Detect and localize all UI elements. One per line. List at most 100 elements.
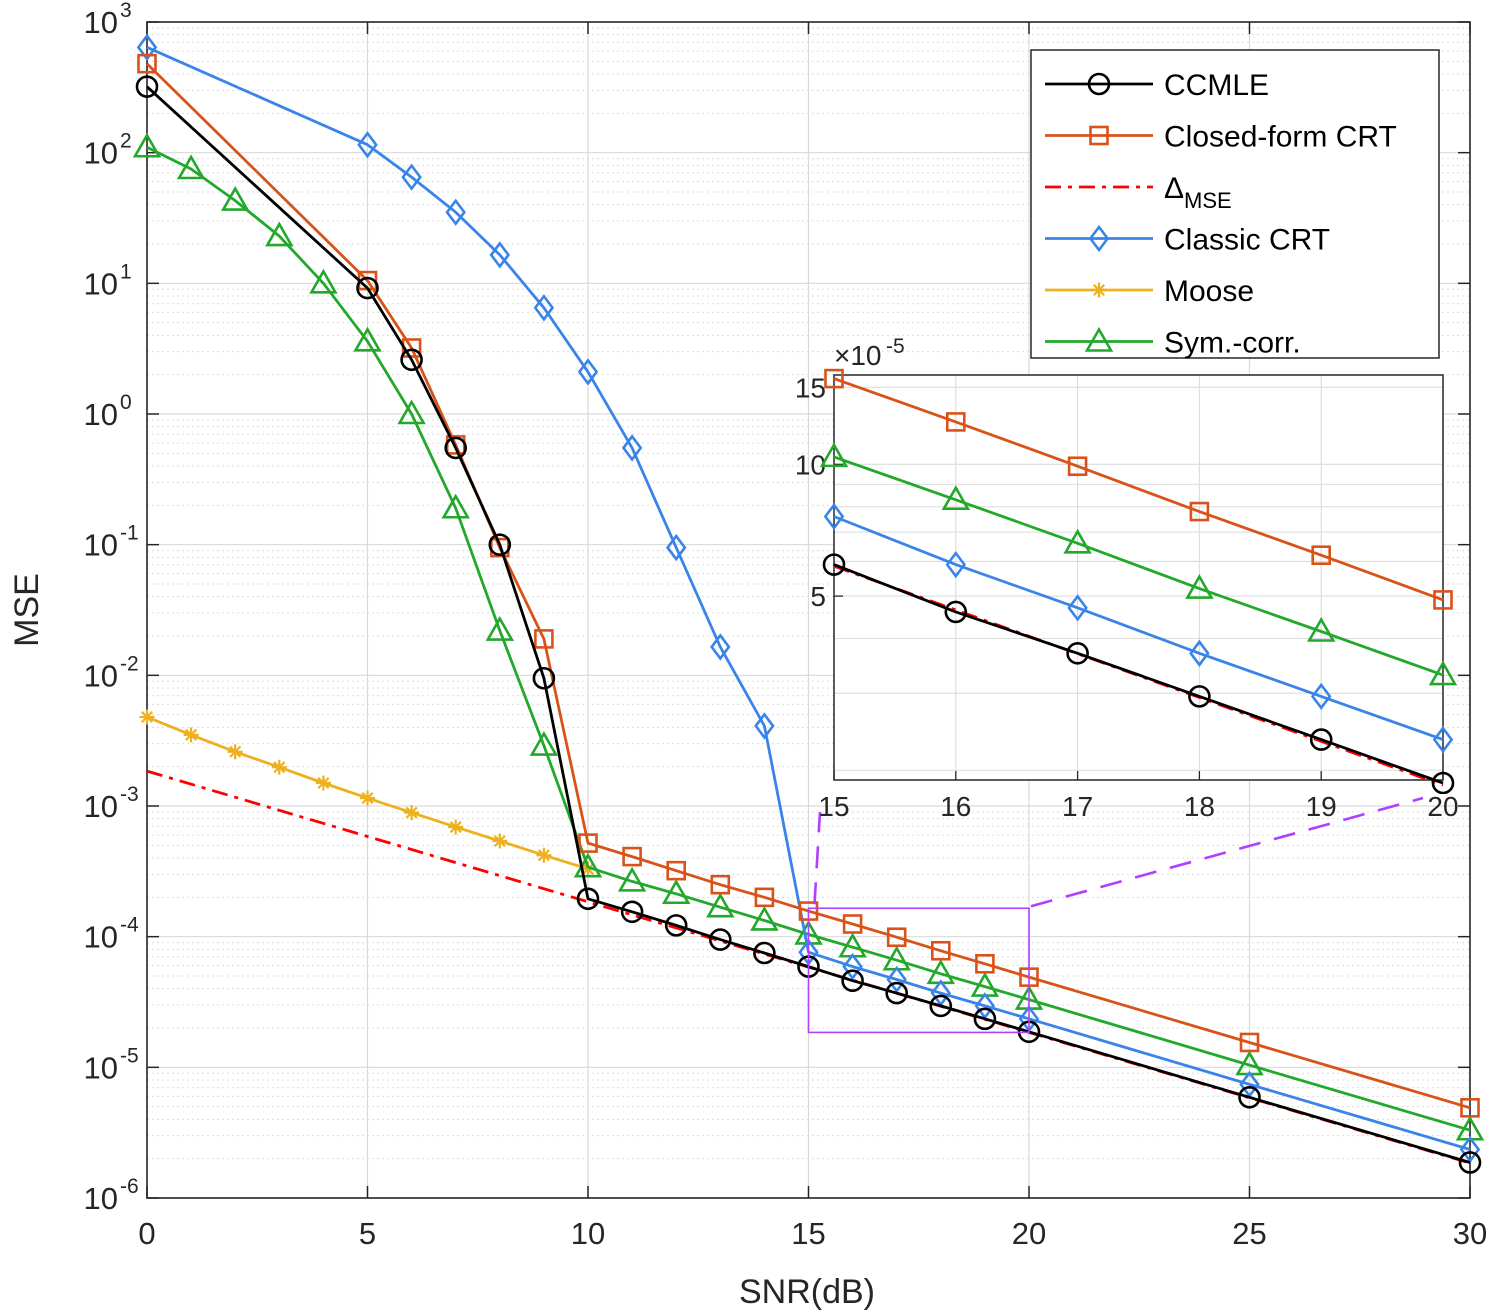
triangle-marker bbox=[706, 892, 735, 918]
square-marker bbox=[754, 887, 775, 908]
inset-series-layer bbox=[820, 368, 1457, 794]
inset-x-tick-label: 17 bbox=[1062, 791, 1093, 822]
series-line bbox=[146, 46, 1471, 1151]
triangle-marker bbox=[941, 485, 971, 511]
asterisk-stroke bbox=[449, 821, 462, 834]
diamond-marker bbox=[842, 952, 863, 981]
diamond-marker bbox=[754, 712, 775, 740]
square-marker bbox=[622, 846, 642, 867]
zoom-connector-left bbox=[813, 811, 822, 905]
triangle-marker bbox=[485, 615, 515, 641]
circle-marker bbox=[620, 900, 644, 924]
inset-zoom-plot: 15 16 17 18 19 20 15 10 5 ×10 -5 bbox=[795, 335, 1459, 822]
square-marker bbox=[1460, 1098, 1480, 1118]
asterisk-stroke bbox=[229, 745, 242, 758]
inset-background bbox=[834, 375, 1443, 780]
square-marker bbox=[1089, 125, 1109, 146]
y-tick-label: 10 bbox=[84, 136, 118, 171]
inset-x-tick-label: 20 bbox=[1427, 791, 1458, 822]
legend-label: CCMLE bbox=[1164, 69, 1269, 102]
inset-y-multiplier: ×10 bbox=[834, 340, 882, 371]
asterisk-stroke bbox=[140, 710, 154, 724]
x-tick-label: 0 bbox=[138, 1216, 155, 1251]
legend-entry: Moose bbox=[1045, 275, 1254, 308]
triangle-marker bbox=[397, 399, 426, 425]
square-marker bbox=[1311, 545, 1331, 565]
circle-marker bbox=[1066, 642, 1089, 665]
diamond-marker bbox=[1067, 594, 1088, 622]
legend-entry: Closed-form CRT bbox=[1045, 121, 1397, 154]
square-marker bbox=[578, 833, 598, 853]
x-tick-label: 20 bbox=[1012, 1216, 1046, 1251]
inset-y-tick-label: 10 bbox=[795, 449, 826, 480]
zoom-connector-right bbox=[1030, 796, 1424, 908]
circle-marker bbox=[1431, 771, 1455, 794]
asterisk-stroke bbox=[273, 761, 286, 774]
inset-x-tick-label: 18 bbox=[1184, 791, 1215, 822]
square-marker bbox=[1239, 1032, 1260, 1053]
circle-marker bbox=[135, 75, 159, 98]
circle-marker bbox=[664, 914, 688, 937]
asterisk-stroke bbox=[405, 806, 418, 819]
circle-marker bbox=[488, 533, 512, 556]
legend-box bbox=[1030, 49, 1440, 359]
y-axis-label: MSE bbox=[8, 573, 46, 647]
y-tick-exponent: 1 bbox=[120, 260, 132, 283]
diamond-marker bbox=[136, 33, 158, 61]
legend-entry: Sym.-corr. bbox=[1045, 327, 1301, 360]
inset-x-tick-label: 15 bbox=[818, 791, 849, 822]
square-marker bbox=[824, 368, 844, 389]
diamond-marker bbox=[823, 502, 845, 531]
triangle-marker bbox=[1428, 660, 1457, 686]
diamond-marker bbox=[1088, 224, 1110, 253]
y-tick-exponent: 2 bbox=[120, 130, 132, 153]
inset-series-line bbox=[833, 515, 1444, 741]
diamond-marker bbox=[401, 163, 422, 191]
series-line bbox=[146, 769, 1471, 1165]
circle-marker bbox=[885, 981, 909, 1005]
main-series-layer bbox=[132, 33, 1485, 1174]
legend-label-subscript: MSE bbox=[1184, 188, 1232, 213]
circle-marker bbox=[973, 1007, 997, 1031]
y-tick-label: 10 bbox=[84, 920, 118, 955]
inset-series-ccmle bbox=[822, 553, 1455, 794]
triangle-marker bbox=[617, 866, 647, 892]
diamond-marker bbox=[665, 533, 687, 562]
square-marker bbox=[1189, 501, 1210, 522]
y-tick-label: 10 bbox=[84, 528, 118, 563]
triangle-marker bbox=[1063, 528, 1092, 554]
diamond-marker bbox=[357, 131, 378, 159]
y-tick-exponent: 0 bbox=[120, 391, 132, 414]
series-sym-corr bbox=[132, 132, 1485, 1141]
asterisk-stroke bbox=[185, 728, 198, 741]
inset-x-tick-label: 19 bbox=[1306, 791, 1337, 822]
square-marker bbox=[1433, 590, 1453, 610]
triangle-marker bbox=[265, 221, 294, 247]
diamond-marker bbox=[1310, 682, 1332, 711]
diamond-marker bbox=[489, 241, 511, 269]
circle-marker bbox=[944, 600, 968, 624]
circle-marker bbox=[822, 553, 846, 576]
circle-marker bbox=[576, 887, 600, 911]
y-tick-exponent: -2 bbox=[120, 652, 139, 675]
legend-label: Moose bbox=[1164, 275, 1254, 308]
inset-series-line bbox=[833, 563, 1444, 785]
diamond-marker bbox=[577, 358, 599, 386]
triangle-marker bbox=[441, 493, 470, 519]
triangle-marker bbox=[529, 730, 559, 756]
zoom-indicator bbox=[807, 796, 1424, 1034]
y-tick-label: 10 bbox=[84, 1050, 118, 1085]
triangle-marker bbox=[132, 132, 162, 158]
square-marker bbox=[666, 860, 687, 881]
x-tick-label: 10 bbox=[571, 1216, 605, 1251]
x-tick-label: 30 bbox=[1453, 1216, 1487, 1251]
y-tick-exponent: -1 bbox=[120, 522, 139, 545]
legend-label: Sym.-corr. bbox=[1164, 327, 1301, 360]
triangle-marker bbox=[1185, 574, 1214, 599]
circle-marker bbox=[708, 928, 732, 951]
circle-marker bbox=[929, 994, 953, 1018]
square-marker bbox=[930, 940, 951, 961]
inset-series-line bbox=[833, 377, 1444, 602]
diamond-marker bbox=[1459, 1135, 1481, 1164]
asterisk-stroke bbox=[317, 776, 330, 790]
